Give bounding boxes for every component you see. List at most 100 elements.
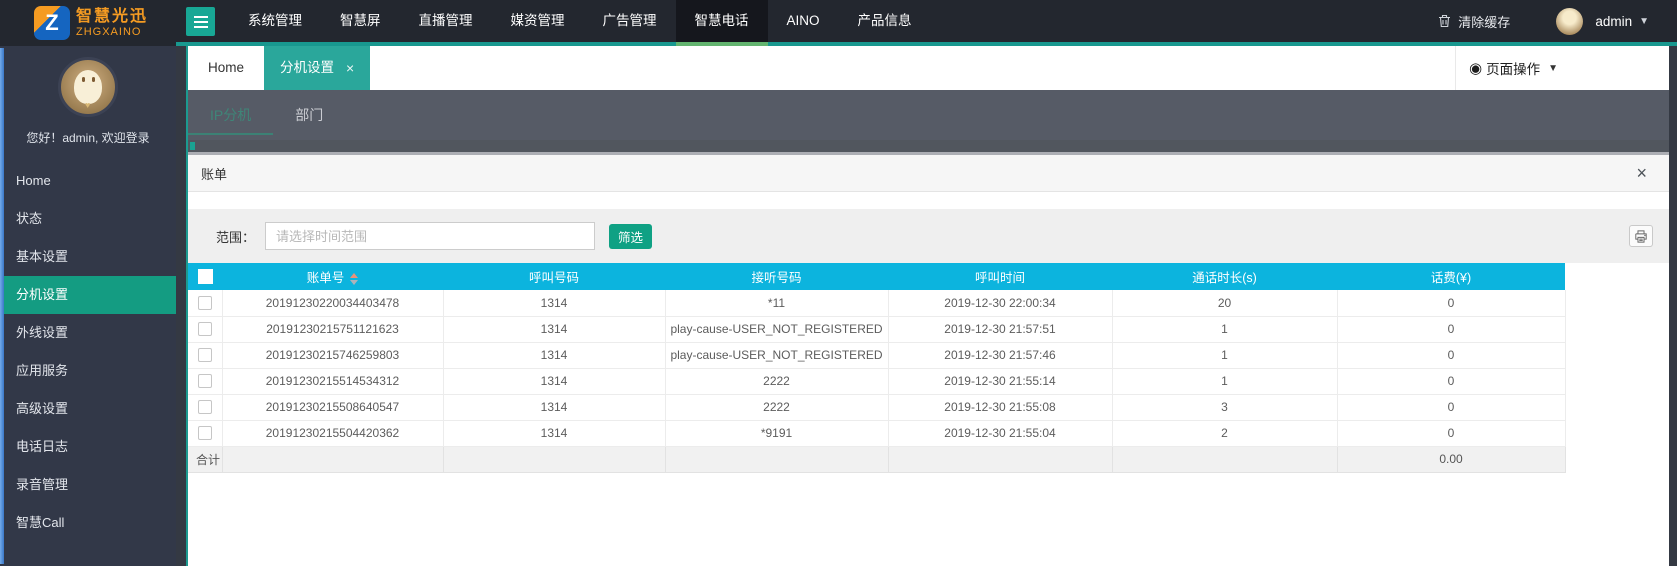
sort-icons[interactable] xyxy=(350,272,359,285)
cell-r6c1: 20191230215504420362 xyxy=(222,420,444,447)
cell-r3c4: 2019-12-30 21:57:46 xyxy=(888,342,1113,369)
tab-home[interactable]: Home xyxy=(208,60,245,75)
cell-r3c3: play-cause-USER_NOT_REGISTERED xyxy=(665,342,889,369)
subtab-bar: IP分机 部门 xyxy=(188,90,1669,140)
clear-cache-label: 清除缓存 xyxy=(1458,14,1511,30)
greeting-text: 您好！admin, 欢迎登录 xyxy=(26,131,150,145)
cell-r6c2: 1314 xyxy=(443,420,666,447)
sidebar-item-9[interactable]: 录音管理 xyxy=(16,477,69,492)
col-header-5: 通话时长(s) xyxy=(1112,263,1337,290)
cell-r5c3: 2222 xyxy=(665,394,889,421)
row-checkbox[interactable] xyxy=(197,400,212,415)
logo-subtitle: ZHGXAINO xyxy=(76,25,142,38)
menu-toggle-icon[interactable] xyxy=(186,7,215,36)
sidebar-item-1[interactable]: Home xyxy=(16,173,51,188)
nav-item-7[interactable]: AINO xyxy=(786,13,820,28)
nav-item-6[interactable]: 智慧电话 xyxy=(675,0,768,46)
sidebar-item-4[interactable]: 分机设置 xyxy=(0,276,176,314)
bill-table: 账单号 呼叫号码 接听号码 呼叫时间 通话时长(s) 话费(¥) 201912302200… xyxy=(188,263,1566,473)
logo-text: 智慧光迅 ZHGXAINO xyxy=(76,7,149,38)
cell-r5c4: 2019-12-30 21:55:08 xyxy=(888,394,1113,421)
panel-title: 账单 xyxy=(201,166,228,182)
filter-button[interactable]: 筛选 xyxy=(609,223,653,249)
table-row-6: 20191230215504420362 1314 *9191 2019-12-30 … xyxy=(188,420,1566,447)
printer-icon xyxy=(1635,229,1647,243)
col-header-1[interactable]: 账单号 xyxy=(222,263,443,290)
navbar-right: 清除缓存 admin ▼ xyxy=(1438,0,1677,42)
sidebar-item-8[interactable]: 电话日志 xyxy=(16,439,69,454)
nav-item-8[interactable]: 产品信息 xyxy=(857,13,912,28)
nav-item-2[interactable]: 智慧屏 xyxy=(340,13,381,28)
table-row-4: 20191230215514534312 1314 2222 2019-12-30 2… xyxy=(188,368,1566,395)
cell-r2c4: 2019-12-30 21:57:51 xyxy=(888,316,1113,343)
print-button[interactable] xyxy=(1629,225,1653,247)
cell-r4c2: 1314 xyxy=(443,368,666,395)
range-label: 范围： xyxy=(216,229,256,245)
app-logo[interactable]: Z 智慧光迅 ZHGXAINO xyxy=(0,0,176,46)
cell-r2c5: 1 xyxy=(1112,316,1338,343)
divider xyxy=(188,152,1669,155)
page-operations-dropdown[interactable]: ◉ 页面操作 ▼ xyxy=(1455,46,1669,90)
subtab-ip-extension[interactable]: IP分机 xyxy=(210,107,252,123)
subtab-active-underline xyxy=(188,133,273,135)
clear-cache-button[interactable]: 清除缓存 xyxy=(1438,12,1510,31)
table-row-5: 20191230215508640547 1314 2222 2019-12-30 2… xyxy=(188,394,1566,421)
nav-item-5[interactable]: 广告管理 xyxy=(602,13,657,28)
cell-r2c1: 20191230215751121623 xyxy=(222,316,444,343)
content-panel: Home 分机设置 × ◉ 页面操作 ▼ IP分机 部门 账单 × xyxy=(186,46,1669,566)
nav-item-1[interactable]: 系统管理 xyxy=(248,13,302,28)
sidebar-scrollbar[interactable] xyxy=(0,48,4,564)
page-operations-label: 页面操作 xyxy=(1486,62,1541,77)
row-checkbox[interactable] xyxy=(197,374,212,389)
cell-r4c1: 20191230215514534312 xyxy=(222,368,444,395)
user-avatar[interactable] xyxy=(1556,7,1584,35)
cell-r5c1: 20191230215508640547 xyxy=(222,394,444,421)
tab-close-icon[interactable]: × xyxy=(346,60,355,76)
date-range-input[interactable] xyxy=(265,222,596,250)
user-menu[interactable]: admin ▼ xyxy=(1595,14,1649,29)
nav-item-4[interactable]: 媒资管理 xyxy=(510,13,565,28)
horizontal-scrollbar[interactable] xyxy=(188,140,1669,152)
sidebar-item-6[interactable]: 应用服务 xyxy=(16,363,69,378)
bill-panel-header: 账单 × xyxy=(188,155,1669,192)
cell-r2c2: 1314 xyxy=(443,316,666,343)
cell-r4c3: 2222 xyxy=(665,368,889,395)
row-checkbox[interactable] xyxy=(197,348,212,363)
col-header-6: 话费(¥) xyxy=(1337,263,1565,290)
tab-label: 分机设置 xyxy=(280,60,335,75)
nav-item-3[interactable]: 直播管理 xyxy=(418,13,473,28)
profile-block: ♥ 您好！admin, 欢迎登录 xyxy=(0,46,176,146)
cell-r5c5: 3 xyxy=(1112,394,1338,421)
sidebar-item-3[interactable]: 基本设置 xyxy=(16,249,69,264)
footer-empty-cell xyxy=(1112,446,1338,473)
panel-close-icon[interactable]: × xyxy=(1636,163,1647,183)
sidebar-item-7[interactable]: 高级设置 xyxy=(16,401,69,416)
sidebar-item-5[interactable]: 外线设置 xyxy=(16,325,69,340)
sidebar-item-2[interactable]: 状态 xyxy=(16,211,43,226)
sidebar-item-10[interactable]: 智慧Call xyxy=(16,515,65,530)
row-checkbox[interactable] xyxy=(197,322,212,337)
row-checkbox[interactable] xyxy=(197,296,212,311)
scrollbar-thumb[interactable] xyxy=(190,142,195,150)
logo-title: 智慧光迅 xyxy=(76,7,149,25)
footer-empty-cell xyxy=(888,446,1113,473)
cell-r6c3: *9191 xyxy=(665,420,889,447)
logo-icon: Z xyxy=(34,6,70,40)
select-all-checkbox[interactable] xyxy=(197,269,213,285)
cell-r1c4: 2019-12-30 22:00:34 xyxy=(888,290,1113,317)
avatar-heart: ♥ xyxy=(85,100,91,110)
cell-r2c3: play-cause-USER_NOT_REGISTERED xyxy=(665,316,889,343)
trash-icon xyxy=(1439,14,1451,28)
cell-r1c1: 20191230220034403478 xyxy=(222,290,444,317)
sidebar: ♥ 您好！admin, 欢迎登录 Home 状态基本设置分机设置外线设置应用服务高… xyxy=(0,46,176,566)
row-checkbox[interactable] xyxy=(197,426,212,441)
subtab-department[interactable]: 部门 xyxy=(295,107,324,123)
cell-r5c2: 1314 xyxy=(443,394,666,421)
cell-r5c6: 0 xyxy=(1337,394,1566,421)
table-row-1: 20191230220034403478 1314 *11 2019-12-30 22… xyxy=(188,290,1566,317)
table-row-2: 20191230215751121623 1314 play-cause-USER_… xyxy=(188,316,1566,343)
footer-empty-cell xyxy=(222,446,444,473)
cell-r2c6: 0 xyxy=(1337,316,1566,343)
cell-r6c4: 2019-12-30 21:55:04 xyxy=(888,420,1113,447)
tab-extension-settings[interactable]: 分机设置 × xyxy=(264,46,371,90)
